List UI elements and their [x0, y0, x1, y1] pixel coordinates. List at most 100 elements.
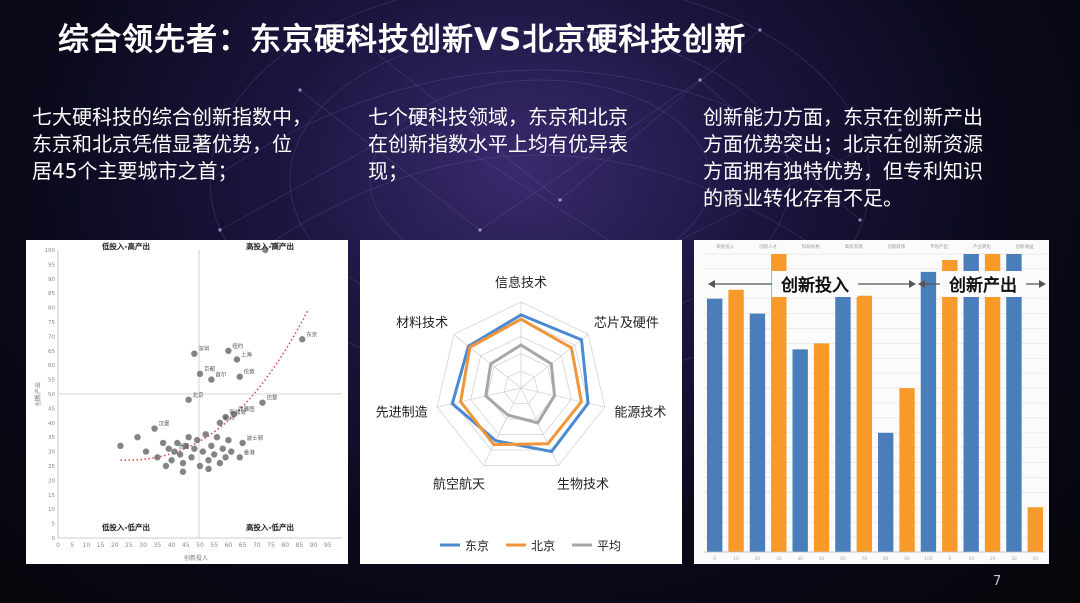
scatter-point-label: 首尔 — [215, 371, 227, 379]
y-tick-label: 10 — [48, 507, 55, 513]
bar-tick-label: 0 — [948, 556, 951, 562]
text-line: 七个硬科技领域，东京和北京 — [368, 105, 628, 129]
bar-tick-label: 30 — [776, 556, 782, 562]
bar-header-label: 创新收益 — [1016, 243, 1034, 250]
text-line: 东京和北京凭借显著优势，位 — [32, 132, 292, 156]
scatter-point — [168, 457, 175, 464]
bar — [942, 259, 958, 552]
bar — [963, 254, 979, 552]
radar-chart-panel: 信息技术 芯片及硬件 能源技术 生物技术 航空航天 先进制造 材料技术 东京 北京 平均 — [360, 240, 682, 564]
y-tick-label: 90 — [48, 277, 55, 283]
quadrant-label-bottom-left: 低投入-低产出 — [101, 522, 150, 532]
legend-label: 平均 — [597, 539, 621, 553]
scatter-point — [196, 370, 204, 378]
scatter-point-label: 京都 — [204, 365, 216, 373]
scatter-chart-panel: 0 5 10 15 20 25 30 35 40 45 50 55 60 65 70 75 80 85 90 95 0 5… — [26, 240, 348, 564]
bar-tick-label: 60 — [840, 556, 846, 562]
scatter-x-label: 创新投入 — [184, 554, 208, 562]
x-tick-label: 90 — [310, 542, 318, 549]
radar-axis-label: 航空航天 — [433, 477, 485, 493]
bracket-innovation-input: 创新投入 — [708, 271, 916, 297]
x-tick-label: 10 — [83, 542, 91, 549]
y-tick-label: 75 — [48, 320, 55, 326]
text-line: 七大硬科技的综合创新指数中， — [32, 105, 312, 129]
radar-spoke — [483, 387, 522, 466]
scatter-point-label: 波士顿 — [247, 434, 264, 442]
scatter-point — [165, 445, 172, 452]
bar — [984, 254, 1001, 552]
scatter-point — [188, 454, 195, 461]
bar — [813, 343, 830, 552]
scatter-point-label: 悉尼 — [178, 443, 190, 451]
x-tick-label: 40 — [168, 542, 176, 549]
scatter-point — [151, 425, 158, 432]
radar-spoke — [520, 387, 605, 408]
bar — [1027, 507, 1044, 552]
scatter-point — [142, 448, 150, 455]
scatter-point — [199, 448, 207, 455]
bar-tick-label: 90 — [904, 556, 910, 562]
bar-tick-label: 80 — [883, 556, 889, 562]
scatter-point — [230, 410, 238, 418]
x-tick-label: 20 — [111, 542, 119, 549]
bar — [899, 388, 915, 552]
y-tick-label: 20 — [48, 478, 55, 484]
x-tick-label: 55 — [210, 542, 218, 549]
scatter-point-label: 巴黎 — [266, 394, 278, 402]
x-tick-label: 85 — [296, 542, 304, 549]
scatter-point-label: 东京 — [269, 241, 281, 249]
x-tick-label: 50 — [196, 542, 204, 549]
y-tick-label: 0 — [52, 536, 56, 542]
bar-header-label: 创新人才 — [759, 243, 777, 250]
scatter-point — [208, 442, 215, 450]
scatter-point — [205, 465, 212, 473]
bar-tick-label: 10 — [968, 556, 974, 562]
scatter-point — [236, 454, 243, 461]
bar-tick-label: 0 — [713, 556, 716, 562]
y-tick-label: 40 — [48, 421, 55, 427]
x-tick-label: 25 — [125, 542, 133, 549]
scatter-point — [174, 439, 181, 447]
x-tick-label: 45 — [182, 542, 190, 549]
bar-header-label: 高校资源 — [845, 243, 863, 250]
x-tick-label: 35 — [154, 542, 162, 549]
text-column-left: 七大硬科技的综合创新指数中， 东京和北京凭借显著优势，位 居45个主要城市之首； — [32, 104, 362, 185]
scatter-point — [176, 451, 184, 458]
scatter-trend-line — [120, 310, 309, 461]
slide-title: 综合领先者：东京硬科技创新VS北京硬科技创新 — [58, 22, 747, 58]
radar-grid-ring — [470, 335, 572, 435]
y-tick-label: 55 — [48, 378, 55, 384]
bar-tick-label: 20 — [755, 556, 761, 562]
quadrant-label-top-right: 高投入-高产出 — [246, 241, 294, 251]
scatter-point — [193, 436, 201, 444]
x-tick-label: 5 — [70, 542, 74, 549]
scatter-point — [185, 434, 192, 441]
scatter-point — [179, 459, 187, 467]
radar-axis-label: 信息技术 — [495, 275, 547, 291]
y-tick-label: 25 — [48, 464, 55, 470]
y-tick-label: 60 — [48, 363, 55, 369]
scatter-y-label: 创新产出 — [34, 382, 42, 406]
scatter-point — [179, 468, 187, 475]
y-tick-label: 30 — [48, 450, 55, 456]
bar — [749, 313, 766, 552]
scatter-point — [191, 445, 198, 452]
scatter-point — [134, 434, 141, 441]
text-column-middle: 七个硬科技领域，东京和北京 在创新指数水平上均有优异表 现； — [368, 104, 688, 185]
scatter-point-label: 纽约 — [232, 342, 244, 350]
radar-spoke — [453, 334, 522, 389]
bar-tick-label: 10 — [733, 556, 739, 562]
scatter-point-label: 新加坡 — [230, 408, 247, 416]
bar-tick-label: 70 — [861, 556, 867, 562]
scatter-point-label: 汉堡 — [159, 420, 171, 428]
text-line: 在创新指数水平上均有优异表 — [368, 132, 628, 156]
bar-tick-label: 20 — [990, 556, 996, 562]
scatter-point-label: 香港 — [244, 448, 256, 456]
scatter-point — [205, 457, 212, 464]
radar-axis-label: 先进制造 — [376, 406, 428, 421]
y-tick-label: 35 — [48, 435, 55, 441]
scatter-point — [222, 454, 229, 461]
bar-chart-panel: 研发投入 创新人才 科研机构 高校资源 创新政策 专利产出 产业转化 创新收益 0 10 20 30… — [694, 240, 1049, 564]
bar — [771, 254, 787, 552]
